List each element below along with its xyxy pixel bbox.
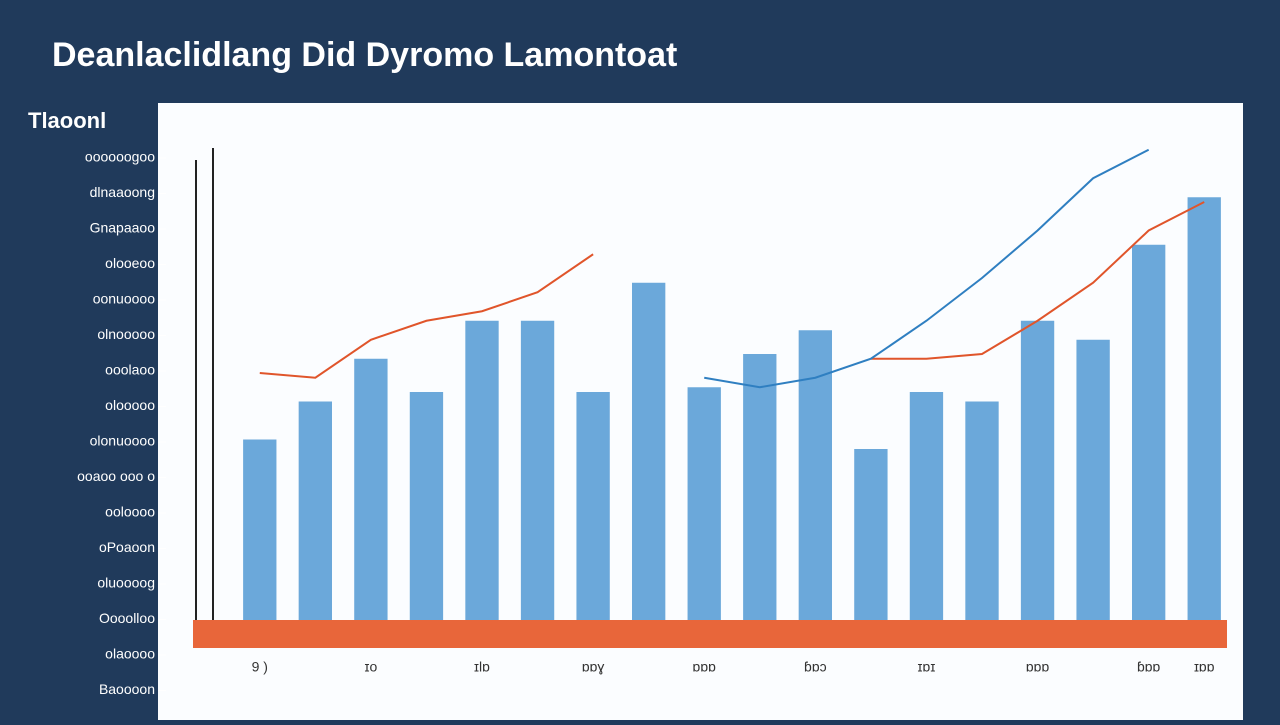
x-tick-label: 9 ) [252, 659, 268, 675]
x-tick-label: ɓɒɒ [1137, 659, 1161, 675]
side-label: Oooolloo [99, 610, 155, 626]
bar [298, 401, 332, 620]
chart-title: Deanlaclidlang Did Dyromo Lamontoat [52, 36, 677, 74]
bar [465, 320, 499, 620]
side-label: oonuoooo [93, 291, 156, 307]
x-tick-label: ɪo [364, 659, 377, 675]
side-label: olooeoo [105, 255, 155, 271]
bar [243, 439, 277, 620]
bar [743, 354, 777, 620]
x-tick-label: ɒɒɒ [693, 659, 717, 675]
bar [965, 401, 999, 620]
side-label: oluoooog [97, 575, 155, 591]
bar [576, 392, 610, 620]
bar [632, 282, 666, 620]
side-label: Baoooon [99, 681, 155, 697]
side-label: olnooooo [97, 326, 155, 342]
side-label: dlnaaoong [90, 184, 155, 200]
bar [520, 320, 555, 620]
bar [909, 392, 944, 620]
side-label: olonuoooo [90, 433, 156, 449]
line [704, 148, 1150, 389]
bar [1020, 320, 1055, 620]
x-tick-label: ɓɒɔ [804, 659, 827, 675]
baseline-band [193, 620, 1227, 648]
side-label: oPoaoon [99, 539, 155, 555]
bar [1132, 244, 1166, 620]
bar [1187, 197, 1221, 620]
side-label: olooooo [105, 397, 155, 413]
bar [354, 358, 388, 620]
x-tick-label: ɒɒɣ [582, 659, 605, 675]
line [259, 201, 1205, 379]
side-label: ooloooo [105, 504, 155, 520]
side-label: ooolaoo [105, 362, 155, 378]
side-label: olaoooo [105, 646, 155, 662]
bar [687, 387, 721, 620]
x-tick-label: ɒɒɒ [1026, 659, 1050, 675]
side-label: ooaoo ooo o [77, 468, 155, 484]
bar [854, 449, 888, 620]
y-axis-label: Tlaoonl [28, 108, 106, 133]
x-tick-label: ɪɒɒ [1194, 659, 1215, 675]
bar [409, 392, 444, 620]
side-label: Gnapaaoo [90, 220, 156, 236]
side-label: oooooogoo [85, 149, 155, 165]
bar [1076, 339, 1110, 620]
x-tick-label: ɪlɒ [474, 659, 490, 675]
x-tick-label: ɪɒɪ [918, 659, 936, 675]
